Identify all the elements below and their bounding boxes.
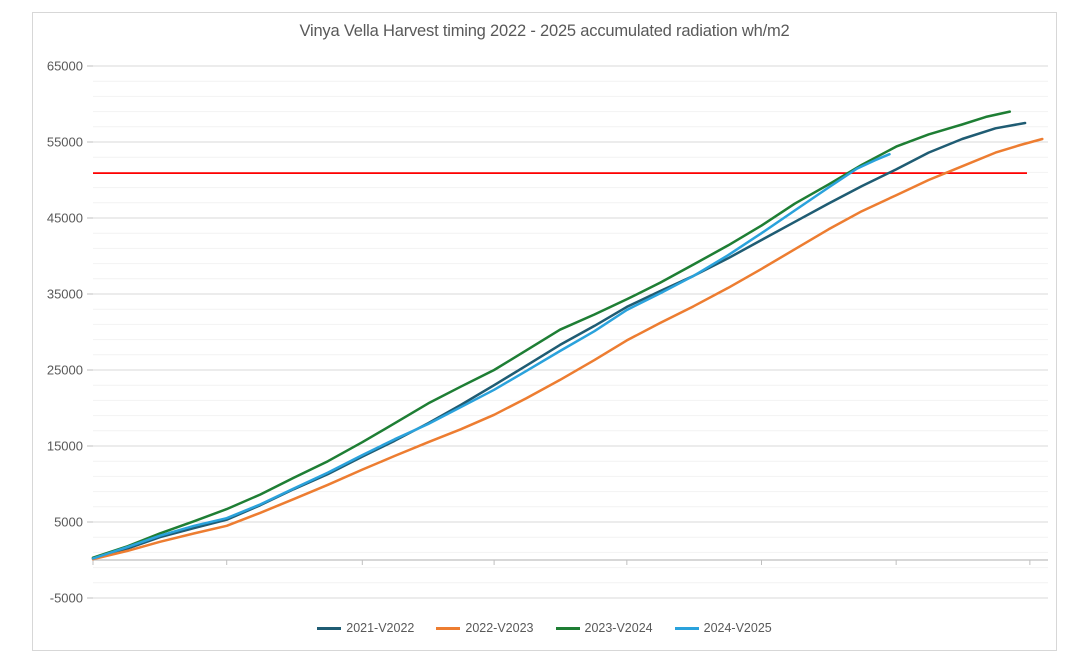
legend-line-swatch [436,626,461,630]
chart-title: Vinya Vella Harvest timing 2022 - 2025 a… [299,22,790,40]
chart-frame [32,12,1057,651]
y-axis-label: 45000 [47,211,83,226]
legend-item-2023-V2024[interactable]: 2023-V2024 [555,621,653,635]
y-axis-label: -5000 [50,591,83,606]
legend-line-swatch [674,626,699,630]
series-line-2022-V2023[interactable] [91,137,1044,561]
series-line-2021-V2022[interactable] [91,121,1027,560]
y-axis-label: 55000 [47,135,83,150]
y-axis-label: 65000 [47,59,83,74]
legend-label: 2021-V2022 [346,621,415,635]
legend-item-2021-V2022[interactable]: 2021-V2022 [317,621,414,635]
y-axis-label: 5000 [54,515,83,530]
series-line-2023-V2024[interactable] [91,110,1012,559]
legend-label: 2024-V2025 [703,621,772,635]
y-axis-label: 35000 [47,287,83,302]
legend-line-swatch [555,626,580,630]
legend-label: 2022-V2023 [465,621,534,635]
legend-line-swatch [317,626,342,630]
y-axis-label: 25000 [47,363,83,378]
legend-label: 2023-V2024 [584,621,653,635]
legend-item-2022-V2023[interactable]: 2022-V2023 [436,621,534,635]
legend: 2021-V2022 2022-V2023 2023-V2024 2024-V2025 [32,621,1057,635]
series-line-2024-V2025[interactable] [91,152,891,560]
legend-item-2024-V2025[interactable]: 2024-V2025 [674,621,772,635]
y-axis-label: 15000 [47,439,83,454]
